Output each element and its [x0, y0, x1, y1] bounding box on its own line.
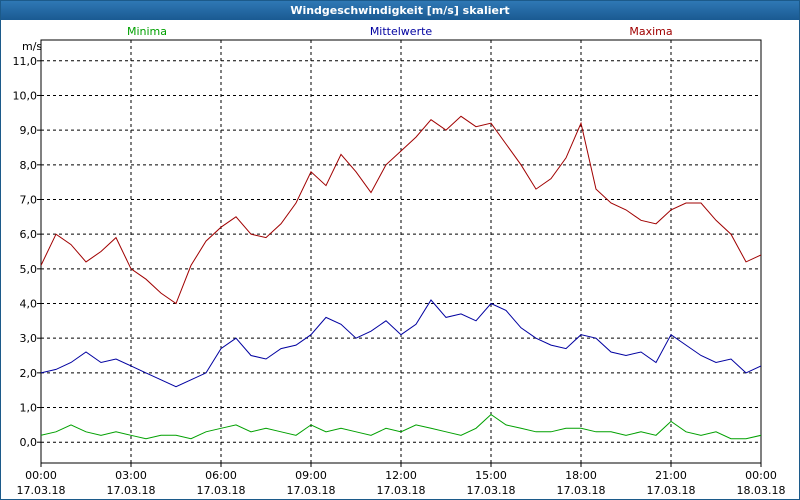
legend: Minima Mittelwerte Maxima [127, 25, 673, 38]
x-tick-date: 17.03.18 [647, 484, 696, 497]
y-tick-label: 4,0 [20, 298, 38, 311]
x-tick-time: 00:00 [745, 469, 777, 482]
series-line-minima [41, 413, 761, 440]
x-tick-date: 17.03.18 [17, 484, 66, 497]
y-tick-label: 2,0 [20, 367, 38, 380]
x-tick-date: 17.03.18 [287, 484, 336, 497]
y-axis-ticks: 0,0 1,0 2,0 3,0 4,0 5,0 6,0 7,0 8,0 9,0 10,0 11,0 [13, 55, 41, 449]
x-tick-date: 18.03.18 [737, 484, 786, 497]
legend-maxima: Maxima [629, 25, 672, 38]
x-tick-time: 03:00 [115, 469, 147, 482]
series-lines [41, 115, 761, 440]
y-tick-label: 7,0 [20, 193, 38, 206]
y-tick-label: 10,0 [13, 89, 38, 102]
series-line-mittelwerte [41, 299, 761, 388]
y-tick-label: 5,0 [20, 263, 38, 276]
y-tick-label: 8,0 [20, 159, 38, 172]
legend-mittelwerte: Mittelwerte [370, 25, 433, 38]
y-tick-label: 9,0 [20, 124, 38, 137]
chart-title: Windgeschwindigkeit [m/s] skaliert [1, 1, 799, 20]
x-tick-time: 06:00 [205, 469, 237, 482]
gridlines [41, 40, 761, 463]
x-tick-time: 00:00 [25, 469, 57, 482]
x-tick-time: 18:00 [565, 469, 597, 482]
y-tick-label: 6,0 [20, 228, 38, 241]
x-tick-time: 09:00 [295, 469, 327, 482]
y-axis-label: m/s [22, 40, 42, 53]
x-tick-date: 17.03.18 [107, 484, 156, 497]
x-tick-time: 12:00 [385, 469, 417, 482]
y-tick-label: 3,0 [20, 332, 38, 345]
x-tick-date: 17.03.18 [377, 484, 426, 497]
x-tick-date: 17.03.18 [557, 484, 606, 497]
series-line-maxima [41, 115, 761, 305]
x-tick-time: 21:00 [655, 469, 687, 482]
y-tick-label: 1,0 [20, 402, 38, 415]
legend-minima: Minima [127, 25, 167, 38]
x-tick-time: 15:00 [475, 469, 507, 482]
x-axis-ticks: 00:00 17.03.18 03:00 17.03.18 06:00 17.03.18 0… [17, 463, 786, 497]
y-tick-label: 0,0 [20, 436, 38, 449]
x-tick-date: 17.03.18 [467, 484, 516, 497]
y-tick-label: 11,0 [13, 55, 38, 68]
x-tick-date: 17.03.18 [197, 484, 246, 497]
